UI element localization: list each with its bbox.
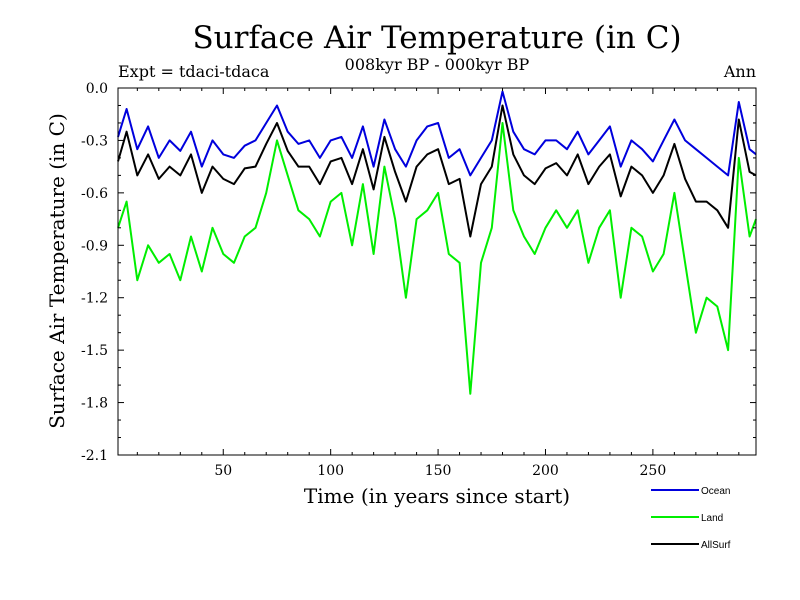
y-tick-label: 0.0 xyxy=(86,81,108,97)
x-tick-label: 250 xyxy=(640,463,667,479)
legend-label-allsurf: AllSurf xyxy=(701,540,731,551)
expt-label: Expt = tdaci-tdaca xyxy=(118,62,270,81)
y-axis-label: Surface Air Temperature (in C) xyxy=(45,113,69,429)
x-tick-label: 200 xyxy=(532,463,559,479)
x-axis-ticks: 50 100 150 200 250 xyxy=(136,88,740,479)
y-tick-label: -0.6 xyxy=(81,186,108,202)
x-axis-label: Time (in years since start) xyxy=(304,484,570,508)
y-tick-label: -1.8 xyxy=(81,396,108,412)
chart-subtitle: 008kyr BP - 000kyr BP xyxy=(345,55,530,74)
season-label: Ann xyxy=(723,62,756,81)
x-tick-label: 50 xyxy=(214,463,232,479)
legend-item-ocean: Ocean xyxy=(651,486,730,497)
legend-item-land: Land xyxy=(651,513,723,524)
y-axis-ticks: 0.0 -0.3 -0.6 -0.9 -1.2 -1.5 -1.8 -2.1 xyxy=(81,81,756,464)
legend-label-ocean: Ocean xyxy=(701,486,730,497)
y-tick-label: -2.1 xyxy=(81,448,108,464)
legend: Ocean Land AllSurf xyxy=(651,486,731,551)
x-tick-label: 150 xyxy=(425,463,452,479)
legend-label-land: Land xyxy=(701,513,723,524)
x-tick-label: 100 xyxy=(317,463,344,479)
y-tick-label: -0.3 xyxy=(81,133,108,149)
series-layer xyxy=(117,90,757,395)
plot-frame xyxy=(117,87,757,456)
series-line-ocean xyxy=(117,90,757,177)
chart-title: Surface Air Temperature (in C) xyxy=(192,20,681,56)
legend-item-allsurf: AllSurf xyxy=(651,540,731,551)
y-tick-label: -1.2 xyxy=(81,291,108,307)
y-tick-label: -0.9 xyxy=(81,238,108,254)
series-line-allsurf xyxy=(117,104,757,238)
series-line-land xyxy=(117,122,757,395)
y-tick-label: -1.5 xyxy=(81,343,108,359)
